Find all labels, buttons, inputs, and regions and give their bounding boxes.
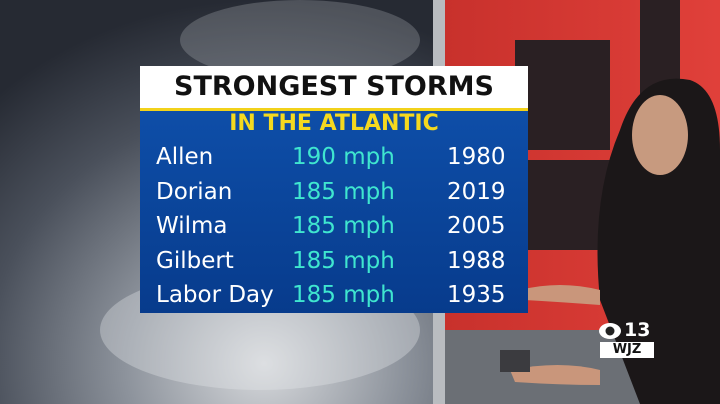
storm-wind-speed: 185 mph: [292, 178, 395, 205]
storm-name: Dorian: [156, 178, 233, 205]
storm-name: Labor Day: [156, 282, 274, 308]
storm-year: 1988: [447, 247, 506, 274]
logo-eye: [599, 323, 621, 339]
table-row: Gilbert 185 mph 1988: [140, 244, 528, 278]
storm-wind-speed: 185 mph: [292, 282, 395, 308]
storm-wind-speed: 190 mph: [292, 144, 395, 170]
table-panel: IN THE ATLANTIC Allen 190 mph 1980 Dorian 18…: [140, 111, 528, 313]
logo-number: 13: [624, 319, 651, 341]
storm-wind-speed: 185 mph: [292, 213, 395, 239]
storm-name: Gilbert: [156, 247, 234, 274]
title-rule: [140, 108, 528, 111]
storm-year: 2005: [447, 213, 506, 239]
graphic-title: STRONGEST STORMS: [140, 66, 528, 108]
graphic-subtitle: IN THE ATLANTIC: [229, 111, 439, 136]
storm-year: 2019: [447, 178, 506, 205]
storm-year: 1980: [447, 144, 506, 170]
storm-wind-speed: 185 mph: [292, 247, 395, 274]
table-row: Allen 190 mph 1980: [140, 140, 528, 174]
table-row: Wilma 185 mph 2005: [140, 209, 528, 243]
storm-name: Wilma: [156, 213, 228, 239]
table-row: Dorian 185 mph 2019: [140, 175, 528, 209]
logo-call: WJZ: [600, 342, 654, 358]
station-logo: 13 WJZ: [598, 319, 656, 360]
storm-name: Allen: [156, 144, 214, 170]
storm-year: 1935: [447, 282, 506, 308]
table-row: Labor Day 185 mph 1935: [140, 278, 528, 312]
